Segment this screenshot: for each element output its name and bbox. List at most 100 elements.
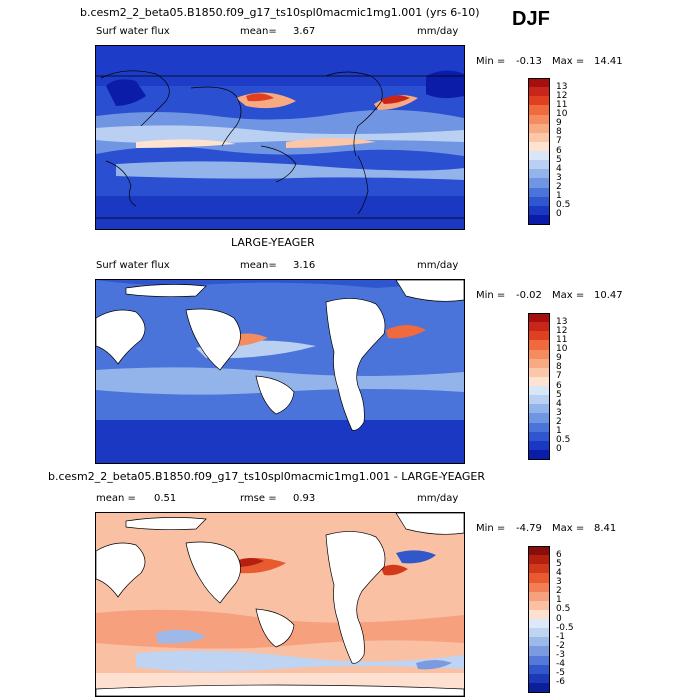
panel-2-min-label: Min = (476, 290, 506, 301)
colorbar-label: 0 (556, 444, 562, 455)
colorbar-label: 4 (556, 398, 562, 409)
panel-2-mean-label: mean= (240, 260, 277, 271)
colorbar-label: 9 (556, 118, 562, 129)
panel-1-units: mm/day (417, 26, 459, 37)
colorbar-swatch (528, 367, 550, 378)
panel-3-map-svg (96, 513, 464, 696)
colorbar-swatch (528, 78, 550, 88)
panel-3-min-label: Min = (476, 523, 506, 534)
panel-3-map (95, 512, 465, 697)
colorbar-swatch (528, 214, 550, 225)
colorbar-swatch (528, 582, 550, 593)
colorbar-swatch (528, 628, 550, 638)
panel-3-mean-label: mean = (96, 493, 136, 504)
colorbar-label: 0 (556, 209, 562, 220)
colorbar-swatch (528, 187, 550, 198)
colorbar-swatch (528, 169, 550, 179)
colorbar-swatch (528, 196, 550, 207)
panel-1-field-label: Surf water flux (96, 26, 170, 37)
colorbar-swatch (528, 160, 550, 170)
colorbar-label: 5 (556, 154, 562, 165)
colorbar-label: 7 (556, 371, 562, 382)
colorbar-label: 4 (556, 567, 562, 578)
colorbar-label: 11 (556, 334, 568, 345)
colorbar-swatch (528, 673, 550, 684)
colorbar-label: 8 (556, 362, 562, 373)
colorbar-swatch (528, 205, 550, 216)
panel-3-max-label: Max = (552, 523, 585, 534)
colorbar-swatch (528, 573, 550, 583)
colorbar-swatch (528, 376, 550, 387)
colorbar-swatch (528, 141, 550, 152)
panel-1-title: b.cesm2_2_beta05.B1850.f09_g17_ts10spl0m… (80, 6, 480, 19)
colorbar-label: 13 (556, 316, 568, 327)
panel-3-min-value: -4.79 (516, 523, 542, 534)
colorbar-swatch (528, 413, 550, 423)
colorbar-label: 12 (556, 325, 568, 336)
colorbar-swatch (528, 358, 550, 369)
colorbar-swatch (528, 546, 550, 556)
colorbar-label: 3 (556, 577, 562, 587)
colorbar-label: 5 (556, 558, 562, 569)
colorbar-label: 10 (556, 109, 568, 119)
panel-1-map-svg (96, 46, 464, 229)
colorbar-swatch (528, 132, 550, 143)
colorbar-swatch (528, 431, 550, 442)
colorbar-swatch (528, 87, 550, 97)
colorbar-label: -1 (556, 631, 565, 642)
colorbar-label: 10 (556, 344, 568, 354)
colorbar-label: 2 (556, 586, 562, 597)
colorbar-label: -2 (556, 640, 565, 651)
colorbar-label: 2 (556, 417, 562, 427)
panel-2-map-svg (96, 280, 464, 463)
colorbar-swatch (528, 313, 550, 323)
panel-3-rmse-value: 0.93 (293, 493, 316, 504)
colorbar-label: 5 (556, 389, 562, 400)
colorbar-label: 1 (556, 426, 562, 437)
panel-2-field-label: Surf water flux (96, 260, 170, 271)
colorbar-label: 2 (556, 182, 562, 192)
panel-3-colorbar: 6 5 4 3 2 1 0.5 0 -0.5 -1 -2 -3 -4 -5 -6 (528, 546, 588, 693)
colorbar-label: 9 (556, 353, 562, 364)
colorbar-swatch (528, 609, 550, 620)
panel-2-map (95, 279, 465, 464)
panel-3-max-value: 8.41 (594, 523, 617, 534)
colorbar-swatch (528, 404, 550, 414)
colorbar-label: 3 (556, 407, 562, 418)
panel-3-units: mm/day (417, 493, 459, 504)
panel-2-mean-value: 3.16 (293, 260, 316, 271)
colorbar-swatch (528, 349, 550, 360)
colorbar-label: -5 (556, 668, 565, 679)
colorbar-label: 13 (556, 81, 568, 92)
panel-1-map (95, 45, 465, 230)
colorbar-swatch (528, 340, 550, 350)
panel-3-rmse-label: rmse = (240, 493, 277, 504)
colorbar-swatch (528, 646, 550, 656)
colorbar-swatch (528, 151, 550, 161)
colorbar-label: 0.5 (556, 435, 571, 446)
colorbar-label: -3 (556, 650, 565, 660)
panel-1-mean-value: 3.67 (293, 26, 316, 37)
panel-2-max-value: 10.47 (594, 290, 623, 301)
colorbar-swatch (528, 637, 550, 647)
panel-1-mean-label: mean= (240, 26, 277, 37)
colorbar-swatch (528, 564, 550, 574)
panel-2-colorbar: 13 12 11 10 9 8 7 6 5 4 3 2 1 0.5 0 (528, 313, 588, 460)
colorbar-label: 0.5 (556, 200, 571, 211)
colorbar-label: -6 (556, 677, 565, 688)
panel-2-max-label: Max = (552, 290, 585, 301)
colorbar-label: 6 (556, 145, 562, 156)
colorbar-swatch (528, 440, 550, 451)
colorbar-label: 6 (556, 380, 562, 391)
panel-3-title: b.cesm2_2_beta05.B1850.f09_g17_ts10spl0m… (48, 470, 486, 483)
colorbar-label: 3 (556, 172, 562, 183)
colorbar-swatch (528, 619, 550, 629)
colorbar-swatch (528, 322, 550, 332)
panel-1-colorbar: 13 12 11 10 9 8 7 6 5 4 3 2 1 0.5 0 (528, 78, 588, 225)
colorbar-swatch (528, 655, 550, 666)
colorbar-swatch (528, 123, 550, 134)
colorbar-label: 4 (556, 163, 562, 174)
colorbar-swatch (528, 386, 550, 396)
panel-2-subtitle: LARGE-YEAGER (231, 236, 315, 249)
colorbar-label: -4 (556, 659, 565, 670)
